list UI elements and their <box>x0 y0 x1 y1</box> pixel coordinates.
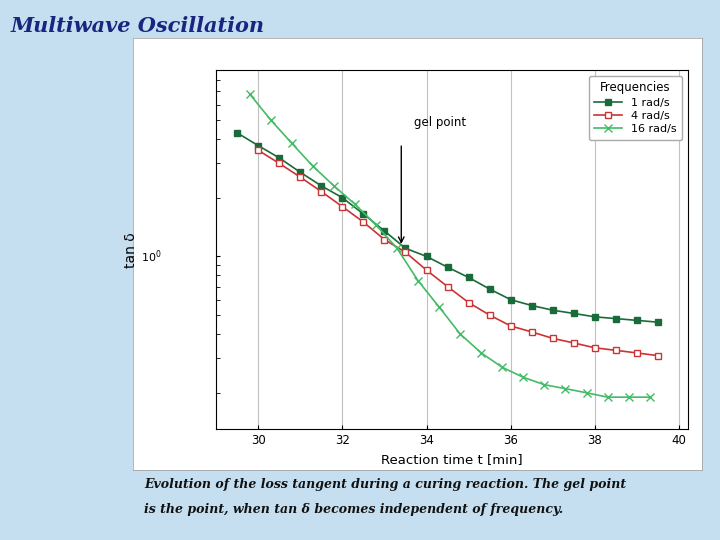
Text: Evolution of the loss tangent during a curing reaction. The gel point: Evolution of the loss tangent during a c… <box>144 478 626 491</box>
X-axis label: Reaction time t [min]: Reaction time t [min] <box>381 453 523 465</box>
Text: $10^0$: $10^0$ <box>141 248 162 265</box>
Text: Multiwave Oscillation: Multiwave Oscillation <box>11 16 265 36</box>
Text: is the point, when tan δ becomes independent of frequency.: is the point, when tan δ becomes indepen… <box>144 503 563 516</box>
Text: gel point: gel point <box>414 116 466 129</box>
Text: tan δ: tan δ <box>124 232 138 268</box>
Legend: 1 rad/s, 4 rad/s, 16 rad/s: 1 rad/s, 4 rad/s, 16 rad/s <box>589 76 682 140</box>
